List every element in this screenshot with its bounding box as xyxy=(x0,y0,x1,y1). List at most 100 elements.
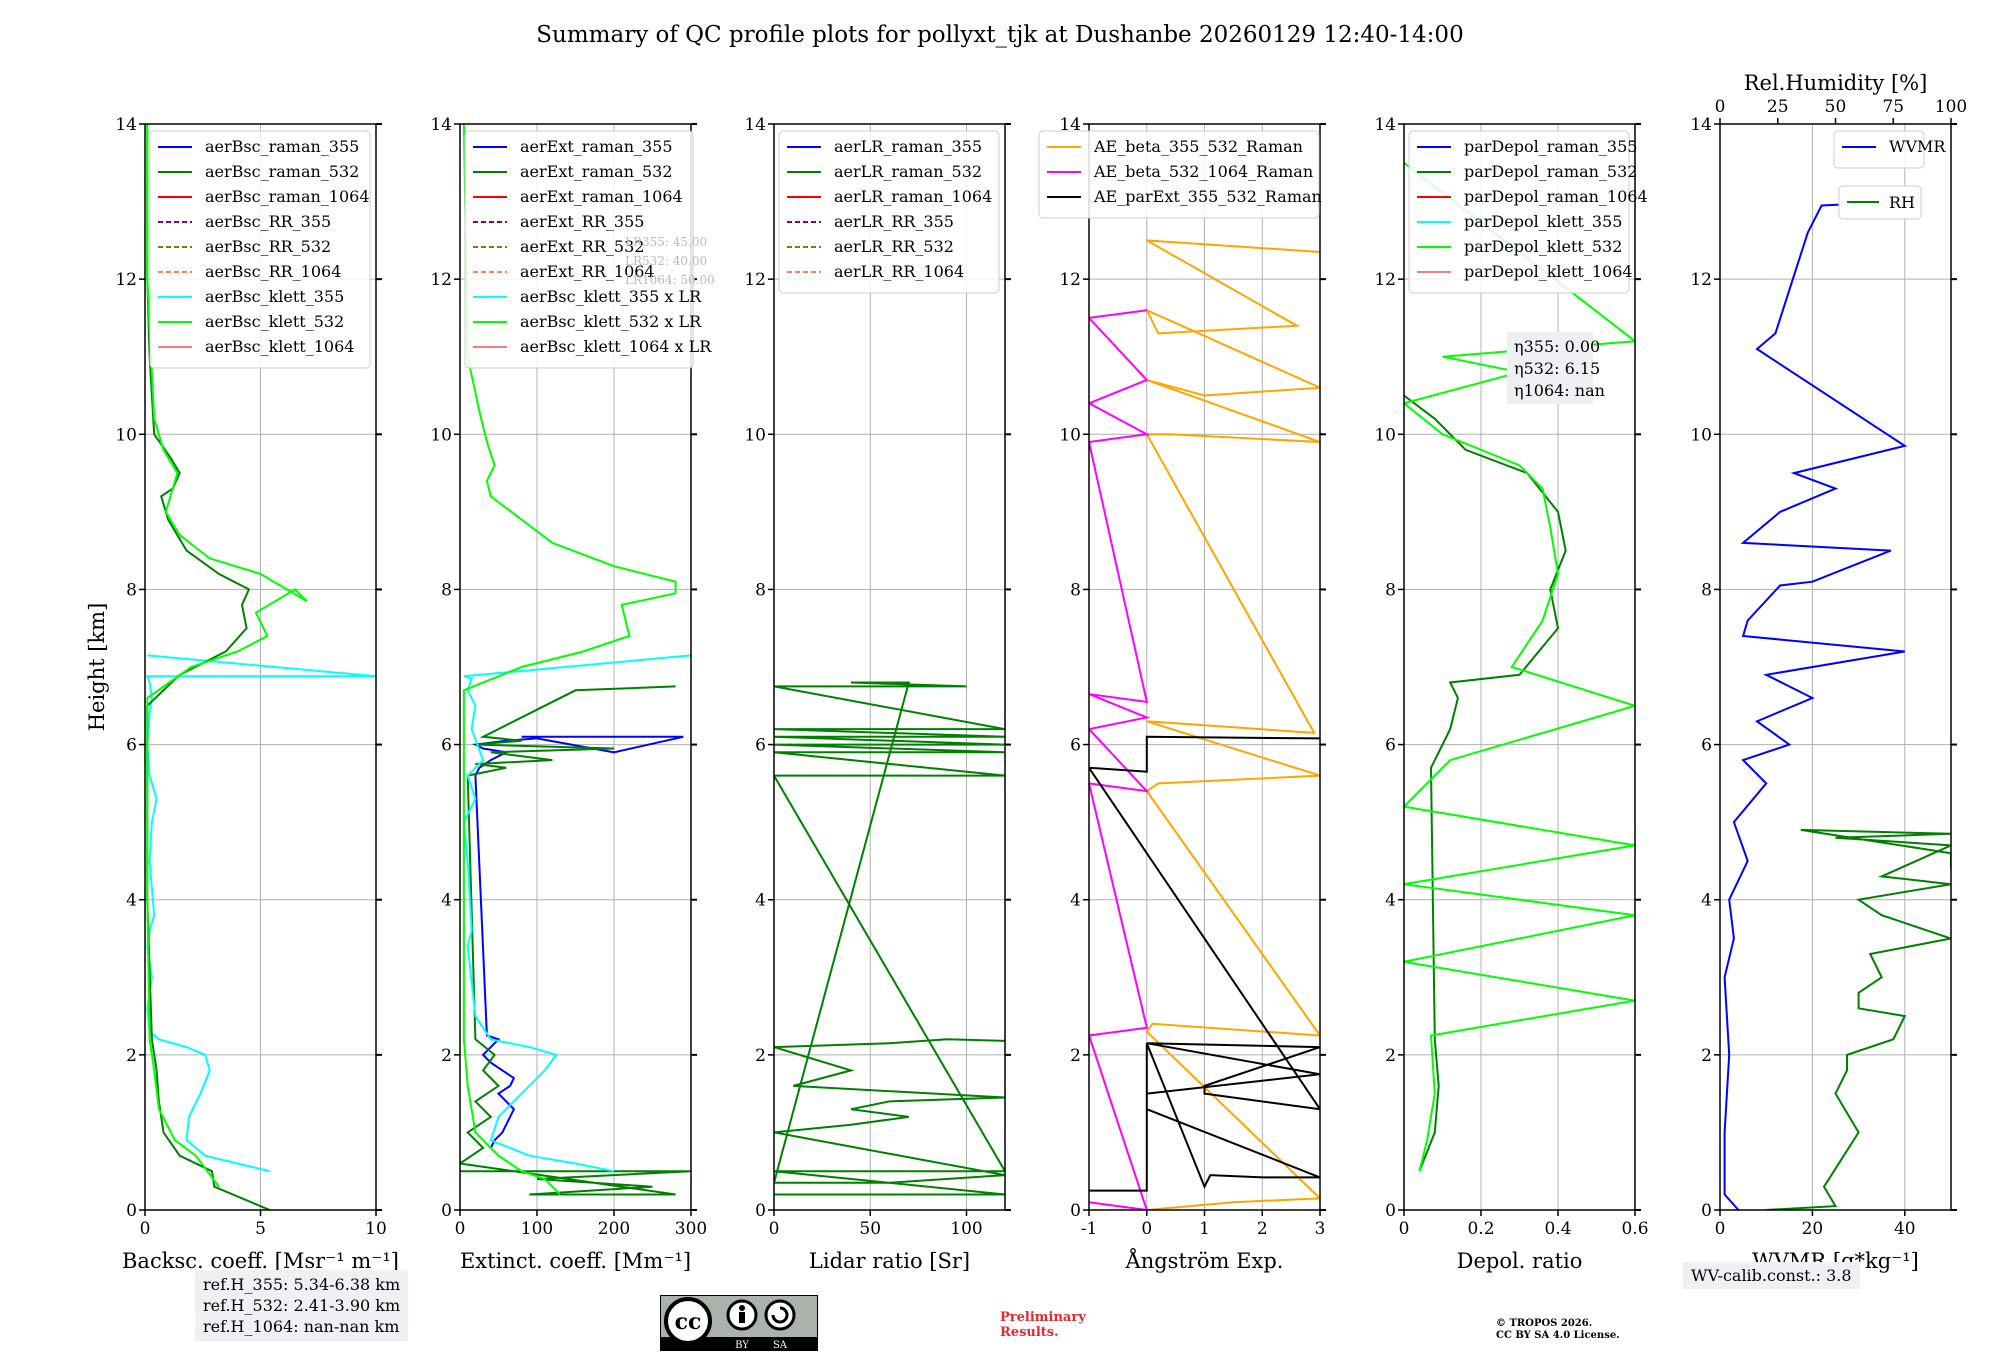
legend-label-aerLR_raman_532: aerLR_raman_532 xyxy=(834,162,982,181)
legend-label-aerBsc_RR_355: aerBsc_RR_355 xyxy=(205,212,331,231)
ytick-label-0: 0 xyxy=(1701,1201,1712,1221)
xtick-label-40: 40 xyxy=(1894,1219,1916,1239)
cc-icon xyxy=(664,1297,712,1345)
legend-label-aerBsc_klett_355 x LR: aerBsc_klett_355 x LR xyxy=(520,287,702,306)
xtick-label-0: 0 xyxy=(1141,1219,1152,1239)
ytick-label-6: 6 xyxy=(1701,736,1712,756)
axes-frame xyxy=(773,123,1006,1211)
x-axis-label: Depol. ratio xyxy=(1457,1249,1583,1273)
legend-label-parDepol_raman_532: parDepol_raman_532 xyxy=(1464,162,1637,181)
xtick-label-300: 300 xyxy=(675,1219,707,1239)
xtick-label-3: 3 xyxy=(1315,1219,1326,1239)
legend-label-aerBsc_RR_1064: aerBsc_RR_1064 xyxy=(205,262,341,281)
legend-label-aerBsc_raman_355: aerBsc_raman_355 xyxy=(205,137,359,156)
series-aerBsc_klett_355 xyxy=(145,654,376,1173)
ytick-label-14: 14 xyxy=(1374,115,1396,135)
ytick-label-0: 0 xyxy=(1385,1201,1396,1221)
x-axis-label: Ångström Exp. xyxy=(1125,1248,1284,1273)
panel-backscatter: 0 2 4 6 8 10 12 14 0 5 10 Backsc. coeff. [Msr⁻¹ m⁻¹… xyxy=(115,115,399,1273)
ytick-label-6: 6 xyxy=(1385,736,1396,756)
x2-axis-label: Rel.Humidity [%] xyxy=(1744,71,1928,95)
ytick-label-10: 10 xyxy=(430,425,452,445)
legend-label-aerExt_raman_1064: aerExt_raman_1064 xyxy=(520,187,683,206)
x-axis-label: Extinct. coeff. [Mm⁻¹] xyxy=(460,1249,691,1273)
series-aerLR_raman_532 xyxy=(774,681,1005,1196)
series-AE_beta_355_532_Raman xyxy=(1144,239,1320,1210)
copyright-note: © TROPOS 2026. CC BY SA 4.0 License. xyxy=(1496,1318,1620,1342)
xtick-label-200: 200 xyxy=(598,1219,630,1239)
series-WVMR xyxy=(1723,200,1908,1210)
series-aerBsc_klett_355 x LR xyxy=(462,654,691,1173)
xtick-label-10: 10 xyxy=(365,1219,387,1239)
series-aerBsc_raman_532 xyxy=(146,124,271,1210)
legend-label-aerLR_RR_532: aerLR_RR_532 xyxy=(834,237,954,256)
legend-label-AE_beta_532_1064_Raman: AE_beta_532_1064_Raman xyxy=(1093,162,1313,181)
ytick-label-10: 10 xyxy=(1059,425,1081,445)
legend-label-parDepol_klett_532: parDepol_klett_532 xyxy=(1464,237,1622,256)
legend-label-parDepol_raman_355: parDepol_raman_355 xyxy=(1464,137,1637,156)
eta-note-0: η355: 0.00 xyxy=(1514,337,1600,356)
figure-title: Summary of QC profile plots for pollyxt_… xyxy=(536,22,1464,48)
legend-label-parDepol_klett_1064: parDepol_klett_1064 xyxy=(1464,262,1633,281)
ytick-label-14: 14 xyxy=(430,115,452,135)
ref-height-1064: ref.H_1064: nan-nan km xyxy=(203,1317,400,1336)
legend-label-aerBsc_klett_355: aerBsc_klett_355 xyxy=(205,287,344,306)
ytick-label-4: 4 xyxy=(1070,891,1081,911)
series-aerExt_raman_532 xyxy=(460,685,691,1196)
x-axis-label: Backsc. coeff. [Msr⁻¹ m⁻¹] xyxy=(122,1249,399,1273)
legend-label-parDepol_raman_1064: parDepol_raman_1064 xyxy=(1464,187,1648,206)
xtick-label-20: 20 xyxy=(1802,1219,1824,1239)
axes-frame xyxy=(1088,123,1321,1211)
panel-depolarization: 0 2 4 6 8 10 12 14 0 0.2 0.4 0.6 Depol. ratio parDepo… xyxy=(1374,115,1648,1273)
axes-frame xyxy=(459,123,692,1211)
ytick-label-6: 6 xyxy=(1070,736,1081,756)
xtick-label-0: 0 xyxy=(455,1219,466,1239)
x2tick-label-100: 100 xyxy=(1935,97,1967,117)
cc-text: cc xyxy=(675,1309,702,1335)
legend-box xyxy=(778,130,1000,294)
series-group xyxy=(145,124,376,1210)
xtick-label-100: 100 xyxy=(521,1219,553,1239)
ytick-label-12: 12 xyxy=(1059,270,1081,290)
axes-frame xyxy=(144,123,377,1211)
ytick-label-2: 2 xyxy=(441,1046,452,1066)
xtick-label-0.6: 0.6 xyxy=(1621,1219,1648,1239)
ytick-label-2: 2 xyxy=(126,1046,137,1066)
ytick-label-10: 10 xyxy=(1374,425,1396,445)
series-aerExt_raman_355 xyxy=(472,735,684,1149)
ref-height-532: ref.H_532: 2.41-3.90 km xyxy=(203,1296,401,1315)
y-axis-label: Height [km] xyxy=(85,603,109,732)
legend-label-aerExt_raman_355: aerExt_raman_355 xyxy=(520,137,673,156)
series-group xyxy=(460,124,691,1196)
series-AE_parExt_355_532_Raman xyxy=(1089,735,1320,1192)
reference-height-box: ref.H_355: 5.34-6.38 km ref.H_532: 2.41-… xyxy=(195,1270,409,1341)
lr-note-0: LR355: 45.00 xyxy=(625,235,707,249)
eta-note-1: η532: 6.15 xyxy=(1514,359,1600,378)
xtick-label--1: -1 xyxy=(1081,1219,1098,1239)
legend-label-aerLR_raman_1064: aerLR_raman_1064 xyxy=(834,187,992,206)
ytick-label-6: 6 xyxy=(126,736,137,756)
ytick-label-12: 12 xyxy=(1690,270,1712,290)
ytick-label-10: 10 xyxy=(115,425,137,445)
ytick-label-0: 0 xyxy=(1070,1201,1081,1221)
ytick-label-6: 6 xyxy=(755,736,766,756)
xtick-label-50: 50 xyxy=(859,1219,881,1239)
sa-text: SA xyxy=(773,1340,788,1351)
legend-box xyxy=(464,130,694,369)
legend-label-aerBsc_raman_1064: aerBsc_raman_1064 xyxy=(205,187,370,206)
ytick-label-0: 0 xyxy=(441,1201,452,1221)
xtick-label-100: 100 xyxy=(950,1219,982,1239)
copyright-line-2: CC BY SA 4.0 License. xyxy=(1496,1330,1620,1341)
ytick-label-10: 10 xyxy=(1690,425,1712,445)
legend-label-WVMR: WVMR xyxy=(1889,137,1946,156)
ytick-label-8: 8 xyxy=(1701,580,1712,600)
ytick-label-6: 6 xyxy=(441,736,452,756)
lr-note-2: LR1064: 50.00 xyxy=(625,273,715,287)
legend-label-aerBsc_klett_1064 x LR: aerBsc_klett_1064 x LR xyxy=(520,337,712,356)
ytick-label-2: 2 xyxy=(1385,1046,1396,1066)
ytick-label-12: 12 xyxy=(744,270,766,290)
copyright-line-1: © TROPOS 2026. xyxy=(1496,1318,1593,1329)
ytick-label-14: 14 xyxy=(1690,115,1712,135)
